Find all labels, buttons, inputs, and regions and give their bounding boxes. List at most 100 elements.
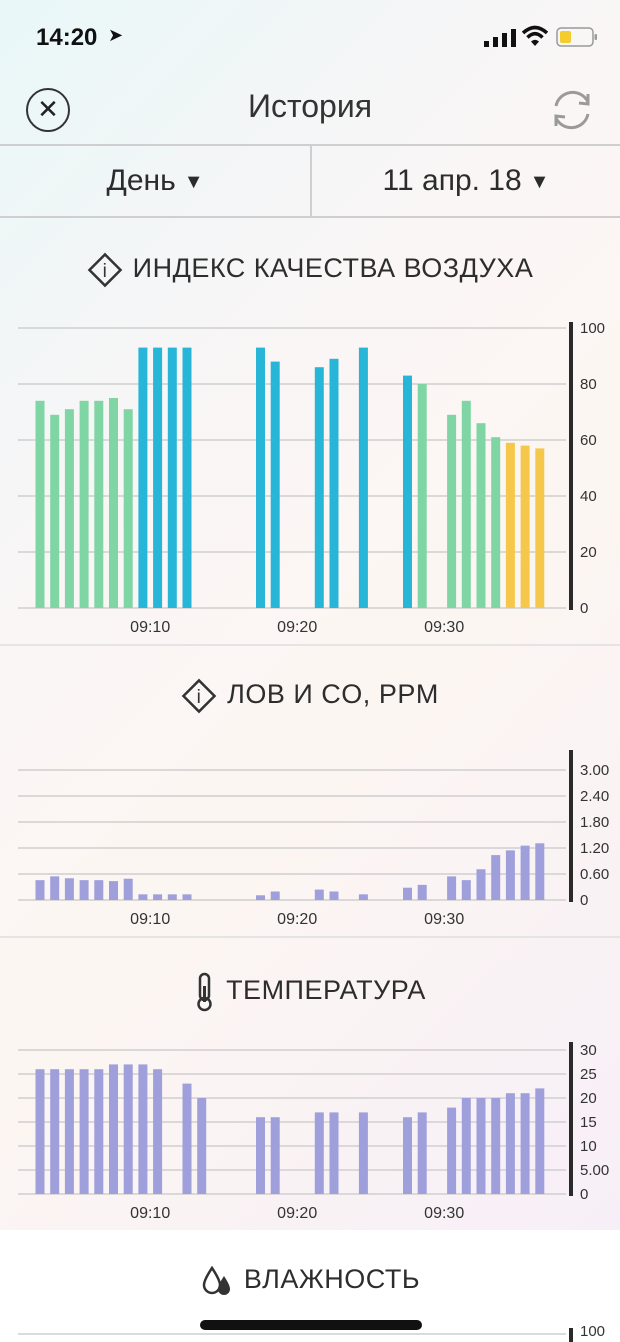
bar (35, 1069, 45, 1194)
bar (417, 884, 427, 900)
bar (505, 1093, 515, 1194)
bar (461, 400, 471, 608)
info-diamond-icon: i (181, 678, 217, 714)
date-label: 11 апр. 18 (382, 164, 522, 197)
drops-icon (202, 1265, 230, 1295)
bar (417, 384, 427, 608)
bar (447, 1107, 457, 1194)
bar (138, 347, 148, 608)
y-axis (569, 750, 573, 902)
y-tick-label: 15 (580, 1114, 597, 1131)
bar (520, 445, 530, 608)
bar (167, 894, 177, 900)
bar (64, 409, 74, 608)
humidity-section-title: ВЛАЖНОСТЬ (0, 1264, 620, 1298)
battery-icon (556, 27, 597, 47)
aqi-section-title[interactable]: i ИНДЕКС КАЧЕСТВА ВОЗДУХА (0, 252, 620, 288)
y-tick-label: 30 (580, 1042, 597, 1059)
bar (403, 375, 412, 608)
bar (505, 442, 515, 608)
bar (358, 347, 368, 608)
bar (535, 843, 545, 900)
bar (182, 1083, 192, 1194)
bar (535, 1088, 545, 1194)
bar (138, 894, 148, 900)
bar (520, 1093, 530, 1194)
bar (461, 1098, 471, 1194)
voc-title: ЛОВ И CO, PPM (227, 679, 439, 710)
bar (35, 400, 45, 608)
bar (182, 894, 192, 900)
bar (94, 880, 104, 900)
x-tick-label: 09:30 (424, 1205, 464, 1222)
y-tick-label: 0 (580, 600, 588, 617)
y-tick-label: 0 (580, 892, 588, 909)
bar (270, 891, 280, 900)
y-tick-label: 2.40 (580, 788, 609, 805)
x-tick-label: 09:10 (130, 619, 170, 636)
refresh-icon[interactable] (546, 84, 598, 136)
y-axis (569, 1042, 573, 1196)
voc-section-title[interactable]: i ЛОВ И CO, PPM (0, 678, 620, 714)
bar (109, 881, 118, 900)
bar (505, 850, 515, 900)
home-indicator[interactable] (200, 1320, 422, 1330)
bar (491, 855, 501, 900)
bar (79, 880, 89, 900)
status-bar: 14:20 ➤ (0, 0, 620, 72)
x-tick-label: 09:30 (424, 619, 464, 636)
bar (270, 1117, 280, 1194)
bar (50, 414, 60, 608)
page-title: История (247, 88, 373, 124)
date-selector[interactable]: 11 апр. 18 ▼ (312, 146, 620, 216)
bar (109, 1064, 118, 1194)
x-tick-label: 09:10 (130, 911, 170, 928)
cellular-signal-icon (484, 29, 516, 47)
bar (123, 1064, 133, 1194)
humidity-title: ВЛАЖНОСТЬ (243, 1264, 421, 1295)
thermometer-icon (197, 972, 212, 1012)
bar (256, 895, 265, 900)
location-arrow-icon: ➤ (108, 25, 124, 45)
bar (167, 347, 177, 608)
dropdown-arrow-icon: ▼ (183, 171, 204, 194)
x-tick-label: 09:10 (130, 1205, 170, 1222)
y-tick-label: 0.60 (580, 866, 609, 883)
bar (50, 876, 60, 900)
bar (79, 1069, 89, 1194)
bar (79, 400, 89, 608)
close-button[interactable]: ✕ (26, 88, 70, 132)
bar (520, 845, 530, 900)
x-tick-label: 09:20 (277, 911, 317, 928)
bar (153, 894, 163, 900)
bar (461, 880, 471, 900)
y-tick-label: 20 (580, 544, 597, 561)
y-tick-label: 1.80 (580, 814, 609, 831)
dropdown-arrow-icon: ▼ (529, 171, 550, 194)
humidity-y-tick: 100 (580, 1323, 605, 1340)
y-tick-label: 10 (580, 1138, 597, 1155)
bar (358, 1112, 368, 1194)
y-tick-label: 40 (580, 488, 597, 505)
bar (197, 1098, 207, 1194)
bar (109, 398, 118, 608)
bar (447, 414, 457, 608)
y-tick-label: 25 (580, 1066, 597, 1083)
bar (358, 894, 368, 900)
bar (314, 367, 324, 608)
period-selector[interactable]: День ▼ (0, 146, 310, 216)
bar (182, 347, 192, 608)
svg-text:i: i (102, 261, 107, 282)
y-tick-label: 3.00 (580, 762, 609, 779)
bar (64, 878, 74, 900)
temperature-chart: 30 25 20 15 10 5.00 0 09:10 09:20 09:30 (18, 1042, 609, 1222)
y-tick-label: 5.00 (580, 1162, 609, 1179)
bar (256, 347, 265, 608)
y-tick-label: 80 (580, 376, 597, 393)
bar (476, 869, 486, 900)
status-time: 14:20 (36, 24, 98, 51)
bar (403, 887, 412, 900)
bar (447, 876, 457, 900)
y-tick-label: 0 (580, 1186, 588, 1203)
y-tick-label: 100 (580, 320, 605, 337)
